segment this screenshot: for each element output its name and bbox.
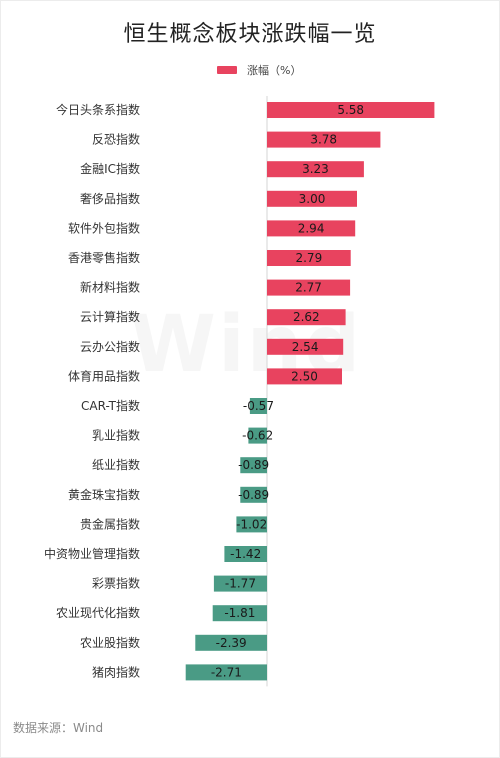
category-label: 乳业指数 [92,428,140,443]
value-label: 5.58 [337,103,364,117]
value-label: -1.42 [230,547,261,561]
value-label: 2.54 [292,340,319,354]
value-label: 2.94 [298,221,325,235]
bar [267,161,364,178]
value-label: 2.62 [293,310,320,324]
chart-title: 恒生概念板块涨跌幅一览 [123,22,377,47]
value-label: 2.50 [291,369,318,383]
legend: 涨幅（%） [217,62,301,78]
bar [236,516,267,533]
bar [267,309,346,326]
value-label: -0.62 [242,429,273,443]
value-label: -0.89 [238,458,269,472]
category-label: 纸业指数 [92,457,140,472]
category-label: 猪肉指数 [92,664,140,679]
bar-chart: 今日头条系指数 5.58 反恐指数 3.78 金融IC指数 3.23 奢侈品指数 3.00 软件… [44,96,435,687]
category-label: 香港零售指数 [68,250,140,265]
bar [240,457,267,474]
value-label: 2.79 [295,251,322,265]
bar [212,605,267,622]
value-label: -0.57 [243,399,274,413]
value-label: -1.02 [236,517,267,531]
value-label: 3.23 [302,162,329,176]
value-label: 3.78 [310,133,337,147]
value-label: 3.00 [299,192,326,206]
category-label: 中资物业管理指数 [44,546,140,561]
bar [267,338,344,355]
category-label: 新材料指数 [80,280,140,295]
bar [267,368,342,385]
bar [267,279,351,296]
bar [249,398,267,414]
bar [213,575,267,592]
bar [224,546,267,562]
bar [267,131,381,148]
bar [267,220,356,237]
value-label: -2.39 [216,636,247,650]
value-label: 2.77 [295,281,322,295]
category-label: CAR-T指数 [81,398,140,413]
category-label: 云计算指数 [80,309,140,324]
value-label: -1.77 [225,577,256,591]
data-source: 数据来源：Wind [13,721,104,735]
category-label: 今日头条系指数 [56,102,140,117]
category-label: 农业现代化指数 [56,605,140,620]
legend-label: 涨幅（%） [247,64,302,77]
category-label: 反恐指数 [92,132,140,147]
bar [248,427,267,444]
bar [185,664,267,681]
bar [267,190,357,207]
bar [195,634,267,651]
category-label: 云办公指数 [80,339,140,354]
category-label: 奢侈品指数 [80,191,140,206]
category-label: 体育用品指数 [68,368,140,383]
category-label: 贵金属指数 [80,516,140,531]
bar [267,250,351,266]
value-label: -0.89 [238,488,269,502]
legend-swatch [217,66,237,74]
category-label: 彩票指数 [92,576,140,591]
category-label: 农业股指数 [80,635,140,650]
category-label: 金融IC指数 [80,161,140,176]
bar [267,102,435,118]
value-label: -2.71 [211,665,242,679]
bar [240,486,267,503]
category-label: 软件外包指数 [68,220,140,235]
value-label: -1.81 [224,606,255,620]
category-label: 黄金珠宝指数 [68,487,140,502]
